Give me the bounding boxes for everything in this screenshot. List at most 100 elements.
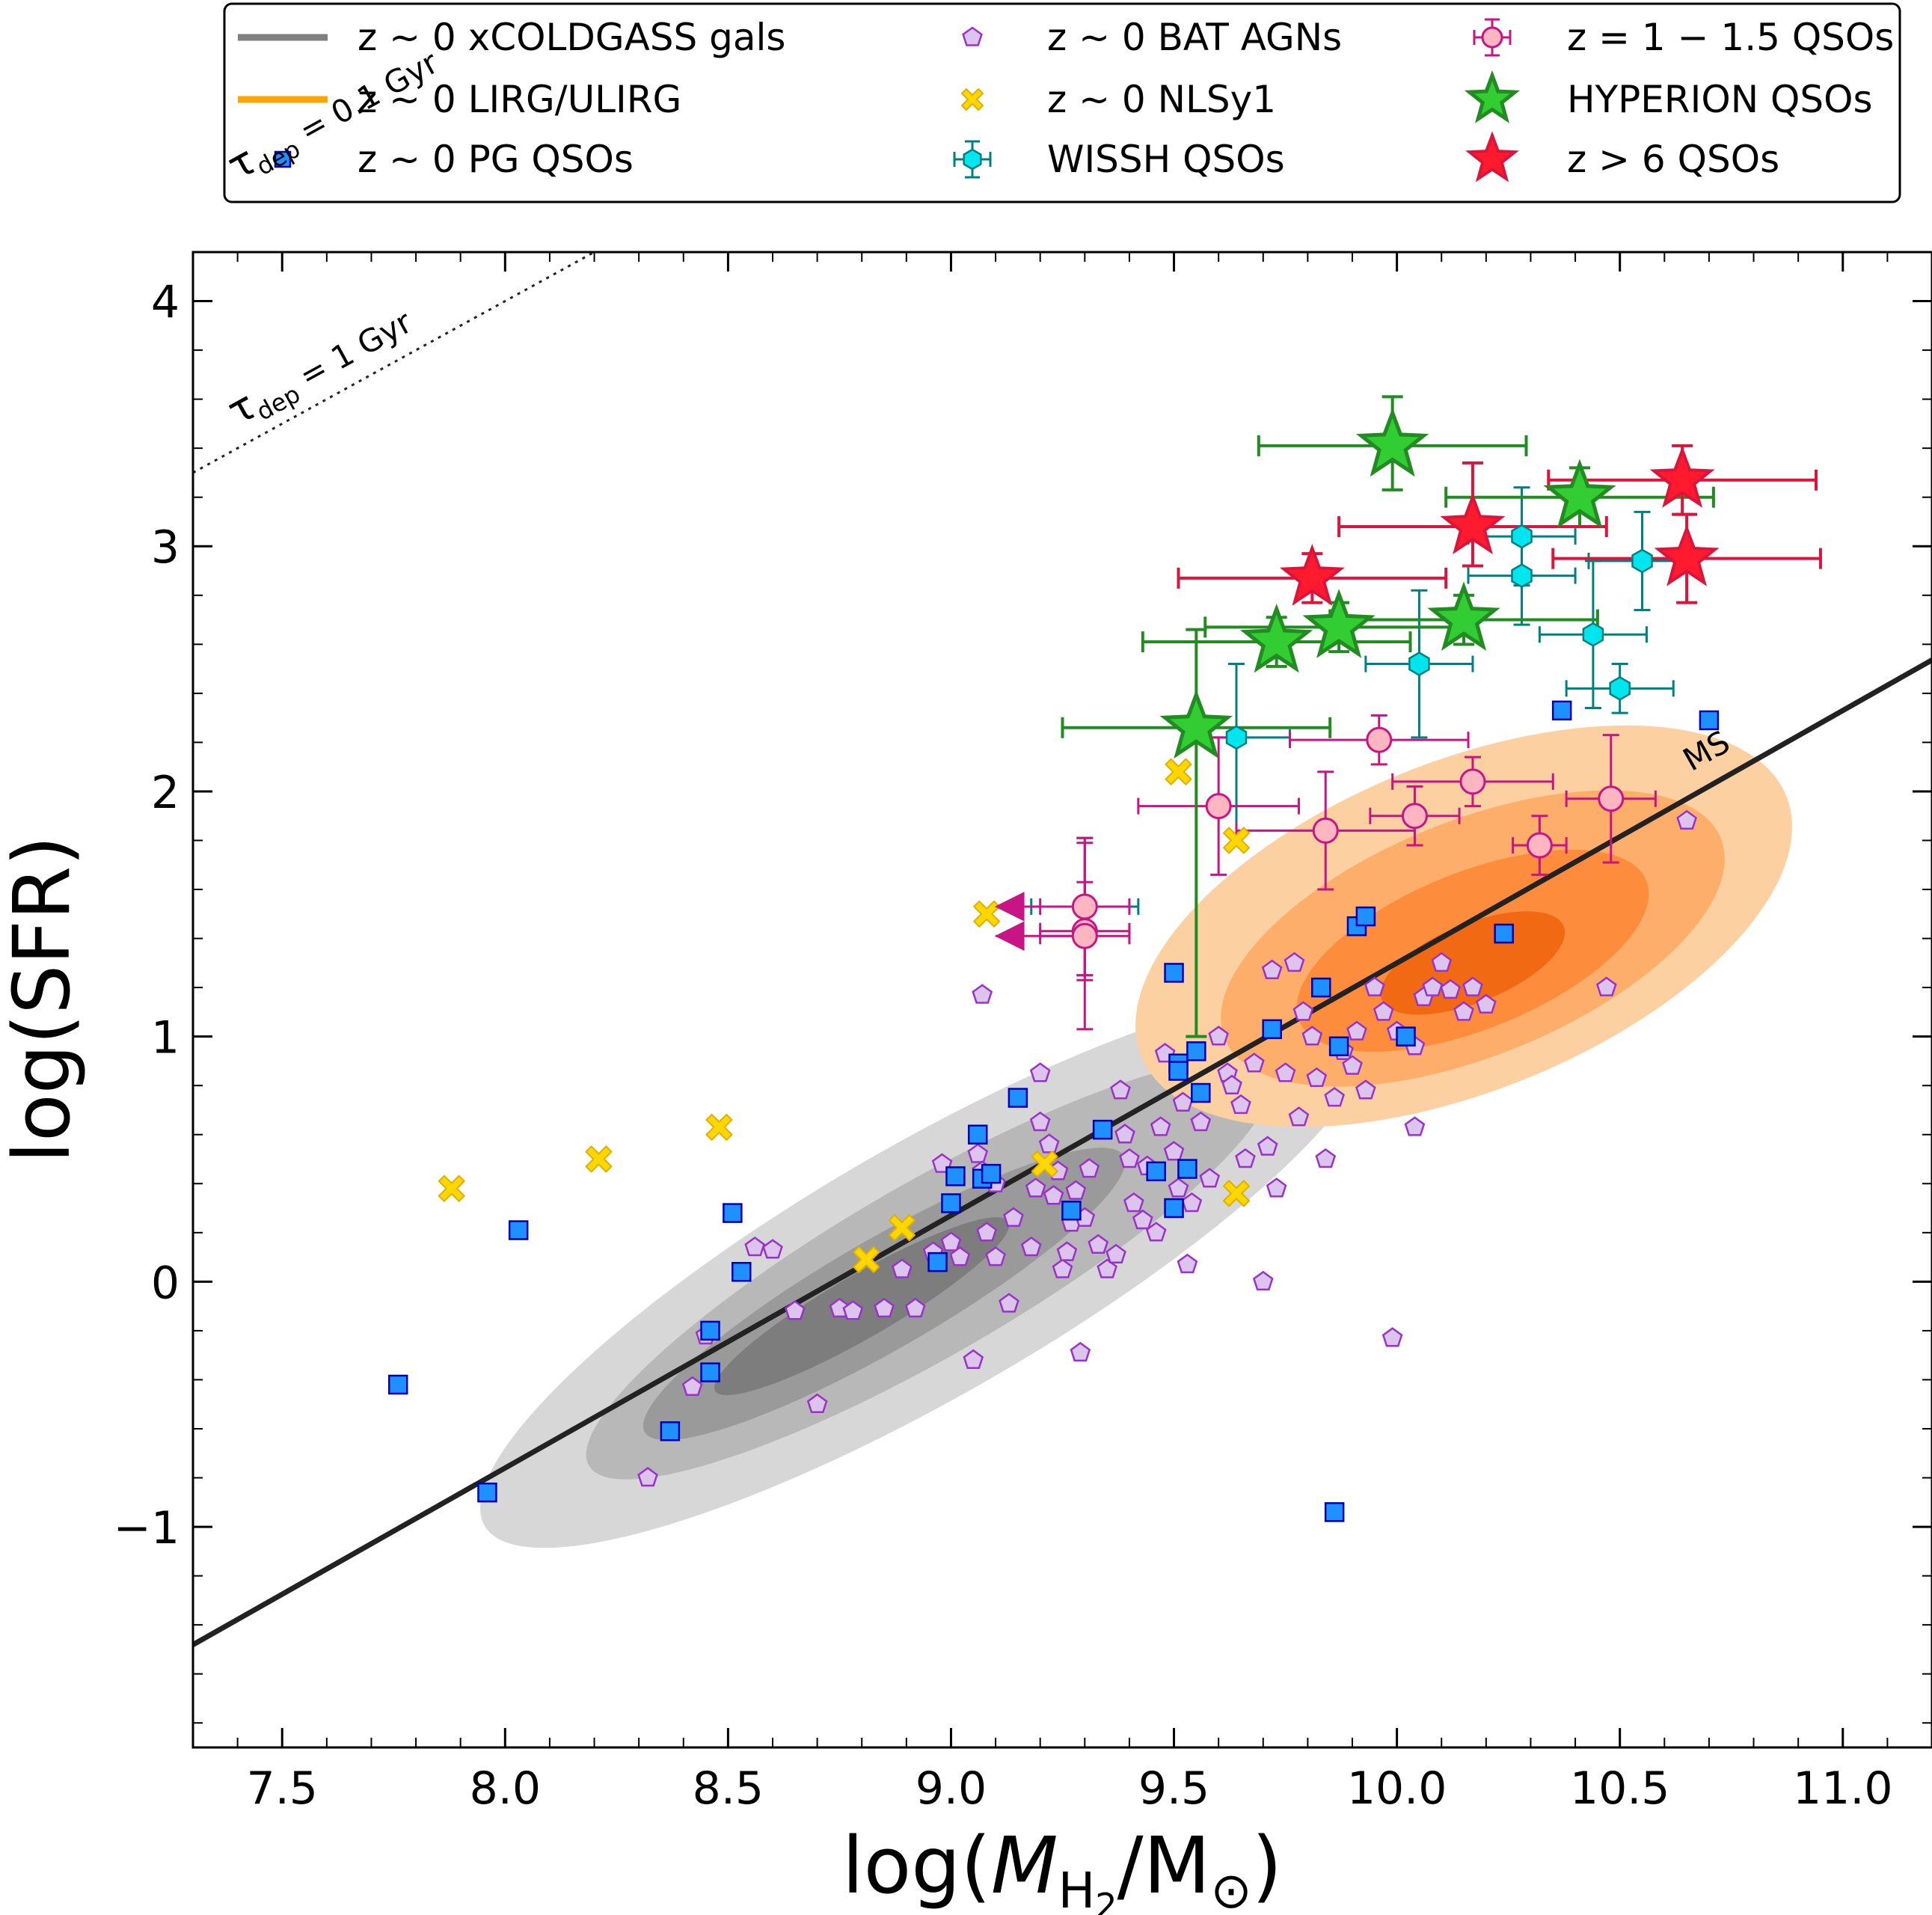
nlsy1-point — [585, 1145, 613, 1173]
bat-point — [1288, 1106, 1310, 1127]
legend-marker — [961, 88, 984, 111]
line-ms — [193, 658, 1932, 1647]
legend-item-pg: z ∼ 0 PG QSOs — [274, 138, 634, 181]
bat-point — [940, 1231, 962, 1251]
pg-point — [1168, 1061, 1189, 1081]
bat-point — [999, 1293, 1019, 1313]
pg-point — [1396, 1026, 1416, 1047]
bat-point — [1257, 1136, 1278, 1156]
bat-point — [1324, 1087, 1345, 1107]
wissh-point — [1582, 622, 1604, 647]
nlsy1-point — [888, 1214, 916, 1242]
wissh-point — [1631, 548, 1653, 574]
x-tick-label: 9.5 — [1138, 1762, 1209, 1815]
wissh-point — [1511, 524, 1533, 549]
hyperion-point — [1427, 581, 1500, 652]
z6-point — [1440, 492, 1506, 555]
qso_z1-point — [1366, 726, 1393, 753]
bat-point — [1440, 978, 1461, 999]
bat-point — [744, 1236, 765, 1257]
legend-label: z = 1 − 1.5 QSOs — [1567, 16, 1894, 59]
wissh-point — [1511, 563, 1533, 589]
x-tick-label: 10.5 — [1570, 1762, 1670, 1815]
pg-point — [1328, 1036, 1349, 1057]
bat-point — [1190, 1111, 1212, 1132]
bat-point — [1453, 1001, 1474, 1021]
bat-point — [967, 1143, 989, 1163]
z6-point — [1654, 524, 1720, 586]
bat-point — [1199, 1168, 1221, 1188]
bat-point — [1292, 1001, 1314, 1021]
legend-label: HYPERION QSOs — [1567, 78, 1873, 121]
bat-point — [806, 1393, 828, 1413]
bat-point — [949, 1246, 971, 1266]
bat-point — [1119, 1148, 1140, 1168]
bat-point — [637, 1466, 658, 1487]
pg-point — [1355, 906, 1376, 927]
nlsy1-point — [1031, 1150, 1058, 1178]
pg-point — [1092, 1119, 1113, 1140]
bat-point — [1029, 1111, 1051, 1132]
y-tick-label: 0 — [151, 1257, 180, 1309]
pg-point — [1146, 1161, 1166, 1182]
bat-point — [1025, 1177, 1046, 1198]
legend-item-qso_z1: z = 1 − 1.5 QSOs — [1473, 16, 1894, 59]
qso_z1-point — [1071, 922, 1098, 949]
bat-point — [1172, 1091, 1194, 1112]
legend-marker — [274, 150, 292, 168]
pg-point — [1262, 1019, 1282, 1040]
pg-point — [1551, 700, 1572, 721]
bat-point — [1235, 1148, 1256, 1168]
bat-point — [1132, 1209, 1153, 1230]
bat-point — [1110, 1079, 1131, 1100]
legend-label: WISSH QSOs — [1047, 138, 1285, 181]
x-axis-label: log(MH2/M⊙) — [842, 1820, 1282, 1915]
bat-point — [1123, 1192, 1144, 1213]
y-tick-label: 4 — [151, 277, 180, 329]
bat-point — [1079, 1158, 1100, 1178]
bat-point — [1105, 1243, 1126, 1264]
bat-point — [1097, 1258, 1117, 1278]
bat-point — [1342, 1055, 1363, 1075]
nlsy1-point — [1223, 1180, 1250, 1207]
bat-point — [1020, 1236, 1042, 1257]
qso_z1-point — [1401, 803, 1428, 830]
wissh-point — [1609, 675, 1631, 701]
nlsy1-point — [1223, 827, 1250, 854]
bat-point — [1168, 1177, 1189, 1198]
legend-marker — [963, 148, 982, 171]
qso_z1-point — [1205, 793, 1232, 820]
y-tick-label: 3 — [151, 521, 180, 574]
pg-point — [967, 1124, 988, 1145]
pg-point — [1186, 1041, 1206, 1061]
pg-point — [660, 1421, 681, 1441]
pg-point — [941, 1193, 961, 1213]
x-tick-label: 11.0 — [1793, 1762, 1893, 1815]
bat-point — [1181, 1192, 1203, 1213]
nlsy1-point — [705, 1113, 733, 1141]
x-tick-label: 9.0 — [916, 1762, 987, 1815]
bat-point — [1275, 1062, 1296, 1082]
reference-lines — [193, 252, 1932, 1647]
bat-point — [1230, 1094, 1251, 1115]
qso_z1_upper-point — [994, 892, 1025, 922]
hyperion-point — [1159, 689, 1233, 759]
bat-point — [1114, 1124, 1135, 1144]
bat-point — [985, 1246, 1006, 1266]
pg-point — [477, 1482, 497, 1503]
bat-point — [1373, 1001, 1394, 1021]
hyperion-point — [1302, 589, 1376, 658]
bat-point — [892, 1258, 913, 1278]
nlsy1-point — [438, 1174, 465, 1202]
bat-point — [1177, 1253, 1198, 1274]
bat-point — [1422, 976, 1444, 996]
pg-point — [732, 1262, 752, 1282]
bat-point — [1163, 1141, 1185, 1161]
bat-point — [1244, 1053, 1265, 1073]
bat-point — [1431, 952, 1453, 972]
bat-point — [1208, 1026, 1229, 1046]
pg-point — [508, 1220, 529, 1240]
x-tick-label: 7.5 — [247, 1762, 318, 1815]
legend-marker — [962, 26, 983, 46]
hyperion-point — [1543, 459, 1616, 529]
